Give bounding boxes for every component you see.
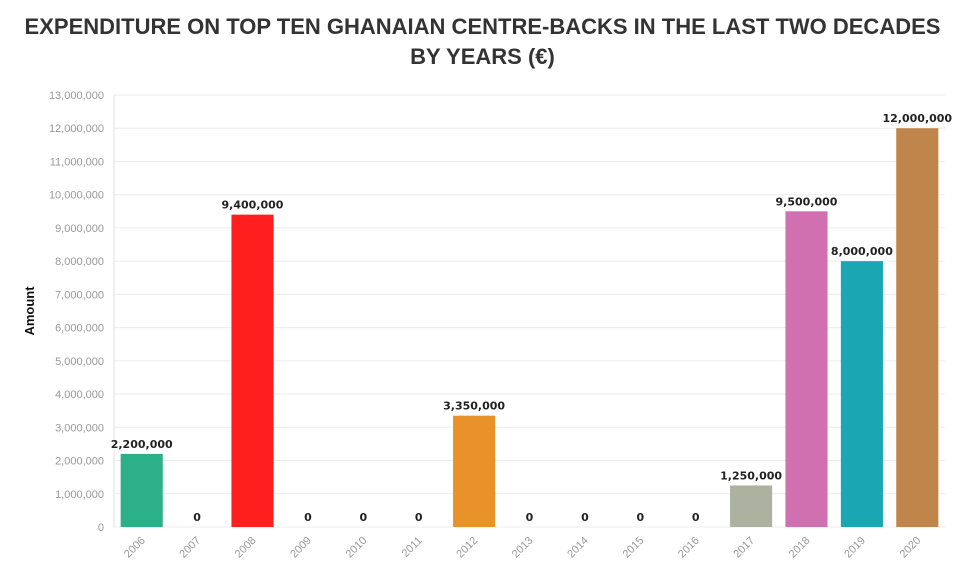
y-tick-label: 3,000,000 <box>55 422 104 434</box>
data-label-2014: 0 <box>581 511 589 524</box>
x-tick-label: 2018 <box>787 535 813 561</box>
y-tick-label: 7,000,000 <box>55 289 104 301</box>
x-tick-label: 2011 <box>400 535 425 560</box>
data-label-2016: 0 <box>692 511 700 524</box>
x-tick-label: 2007 <box>177 535 203 561</box>
y-axis-label: Amount <box>22 286 37 336</box>
bar-2012 <box>453 415 496 527</box>
chart-title-line-1: EXPENDITURE ON TOP TEN GHANAIAN CENTRE-B… <box>24 14 941 39</box>
data-label-2012: 3,350,000 <box>443 400 505 413</box>
data-label-2010: 0 <box>359 511 367 524</box>
data-label-2019: 8,000,000 <box>831 245 893 258</box>
y-axis: 0 1,000,000 2,000,000 3,000,000 4,000,000 5,0… <box>49 90 115 534</box>
y-tick-label: 0 <box>98 522 104 534</box>
bar-2019 <box>840 261 883 527</box>
data-label-2015: 0 <box>636 511 644 524</box>
x-tick-label: 2012 <box>454 535 480 561</box>
x-tick-label: 2010 <box>344 535 370 561</box>
bar-2017 <box>730 485 773 527</box>
data-label-2018: 9,500,000 <box>776 195 838 208</box>
data-label-2020: 12,000,000 <box>883 112 953 125</box>
x-axis: 2006 2007 2008 2009 2010 2011 2012 2013 2014 2015… <box>122 535 923 561</box>
y-tick-label: 2,000,000 <box>55 456 104 468</box>
x-tick-label: 2008 <box>233 535 259 561</box>
x-tick-label: 2014 <box>565 535 591 561</box>
data-label-2008: 9,400,000 <box>222 199 284 212</box>
chart-title: EXPENDITURE ON TOP TEN GHANAIAN CENTRE-B… <box>0 12 965 72</box>
data-label-2013: 0 <box>526 511 534 524</box>
y-tick-label: 12,000,000 <box>49 123 104 135</box>
data-label-2006: 2,200,000 <box>111 438 173 451</box>
x-tick-label: 2017 <box>731 535 757 561</box>
x-tick-label: 2020 <box>898 535 924 561</box>
y-tick-label: 13,000,000 <box>49 90 104 102</box>
y-tick-label: 9,000,000 <box>55 223 104 235</box>
data-label-2011: 0 <box>415 511 423 524</box>
y-tick-label: 8,000,000 <box>55 256 104 268</box>
x-tick-label: 2006 <box>122 535 148 561</box>
y-tick-label: 11,000,000 <box>50 156 104 168</box>
x-tick-label: 2009 <box>288 535 314 561</box>
data-labels: 2,200,000 0 9,400,000 0 0 0 3,350,000 0 0 0 0 1,250… <box>111 112 953 524</box>
y-tick-label: 5,000,000 <box>55 356 104 368</box>
x-tick-label: 2019 <box>842 535 868 561</box>
bar-2006 <box>120 453 163 527</box>
x-tick-label: 2013 <box>510 535 536 561</box>
y-tick-label: 6,000,000 <box>55 323 104 335</box>
data-label-2007: 0 <box>193 511 201 524</box>
x-tick-label: 2016 <box>676 535 702 561</box>
y-tick-label: 4,000,000 <box>55 389 104 401</box>
x-tick-label: 2015 <box>621 535 647 561</box>
data-label-2009: 0 <box>304 511 312 524</box>
y-tick-label: 1,000,000 <box>55 489 104 501</box>
data-label-2017: 1,250,000 <box>720 469 782 482</box>
chart-title-line-2: BY YEARS (€) <box>410 44 555 69</box>
bar-2018 <box>785 211 828 528</box>
bar-2008 <box>231 214 274 527</box>
bars <box>120 128 939 528</box>
y-tick-label: 10,000,000 <box>49 190 104 202</box>
bar-2020 <box>896 128 939 527</box>
